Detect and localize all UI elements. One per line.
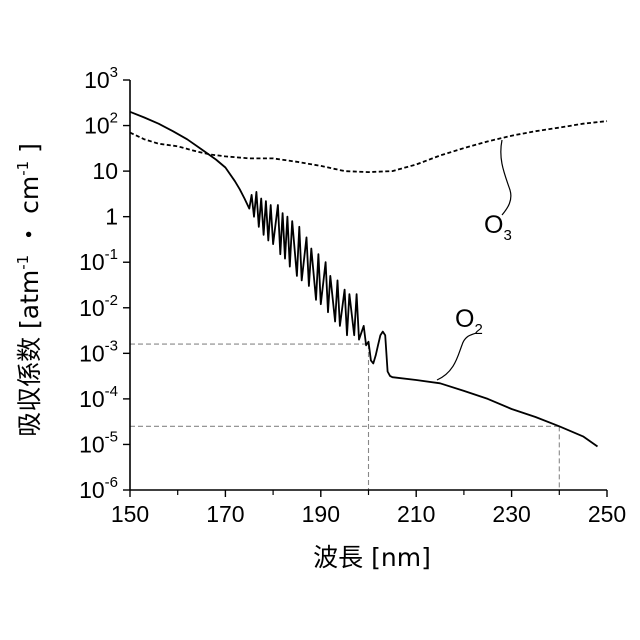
series-line-o2 xyxy=(130,112,598,447)
y-tick-label: 10-4 xyxy=(79,383,118,412)
label-leader-line xyxy=(501,140,511,215)
y-tick-label: 10-2 xyxy=(79,292,118,321)
y-tick-label: 1 xyxy=(105,204,118,230)
y-tick-label: 10-6 xyxy=(79,474,118,503)
x-tick-label: 190 xyxy=(302,501,340,527)
y-tick-label: 102 xyxy=(84,110,118,139)
series-label-o3: O3 xyxy=(484,211,512,244)
y-tick-label: 10-1 xyxy=(79,246,118,275)
y-tick-label: 10-5 xyxy=(79,428,118,457)
x-axis-ticks: 150 170 190 210 230 250 xyxy=(111,490,626,527)
y-tick-label: 10 xyxy=(92,158,118,184)
x-tick-label: 250 xyxy=(588,501,626,527)
reference-lines xyxy=(130,344,559,490)
series-label-o2: O2 xyxy=(455,305,483,338)
y-axis-ticks: 10310210110-110-210-310-410-510-6 xyxy=(79,64,130,503)
y-axis-title: 吸収係数 [atm-1 ・ cm-1 ] xyxy=(14,143,44,437)
y-tick-label: 103 xyxy=(84,64,118,93)
x-axis-title: 波長 [nm] xyxy=(313,543,431,572)
series-labels: O2 O3 xyxy=(437,140,512,380)
label-leader-line xyxy=(437,333,476,380)
x-tick-label: 150 xyxy=(111,501,149,527)
y-tick-label: 10-3 xyxy=(79,337,118,366)
x-tick-label: 210 xyxy=(397,501,435,527)
x-tick-label: 230 xyxy=(492,501,530,527)
series-line-o3 xyxy=(130,121,607,172)
x-tick-label: 170 xyxy=(206,501,244,527)
